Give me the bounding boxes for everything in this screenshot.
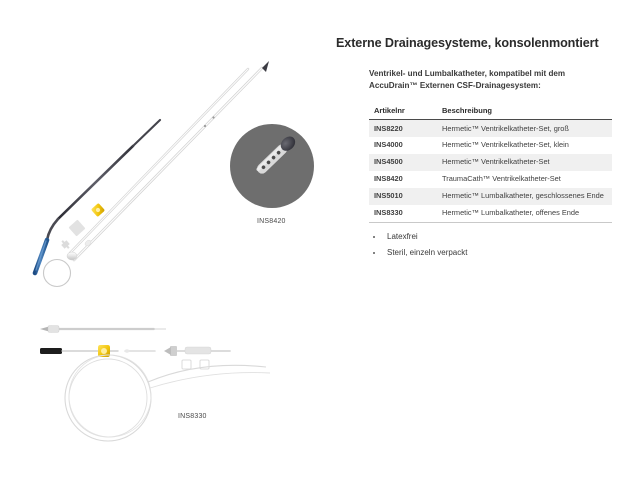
product-illustration-panel: INS8420 <box>32 61 314 442</box>
list-item: Steril, einzeln verpackt <box>369 248 612 258</box>
list-item: Latexfrei <box>369 232 612 242</box>
feature-bullet-list: Latexfrei Steril, einzeln verpackt <box>369 232 612 264</box>
lumbar-catheter-illustration <box>40 325 271 442</box>
ventricular-catheter-illustration <box>32 61 314 288</box>
cell-beschreibung: Hermetic™ Ventrikelkatheter-Set <box>436 153 612 171</box>
catheter-stylet-blue-handle <box>32 118 162 276</box>
table-body: INS8220 Hermetic™ Ventrikelkatheter-Set,… <box>369 119 612 223</box>
cell-artikelnr: INS5010 <box>369 187 436 205</box>
drainage-connector-assembly <box>164 346 231 370</box>
table-row: INS4000 Hermetic™ Ventrikelkatheter-Set,… <box>369 136 612 154</box>
list-item-label: Latexfrei <box>387 232 418 241</box>
cell-artikelnr: INS4500 <box>369 153 436 171</box>
coiled-lumbar-catheter <box>64 354 271 442</box>
subtitle-line-2: AccuDrain™ Externen CSF-Drainagesystem: <box>369 80 541 90</box>
column-header-beschreibung: Beschreibung <box>436 104 612 120</box>
page-title: Externe Drainagesysteme, konsolenmontier… <box>336 36 599 50</box>
table-header-row: Artikelnr Beschreibung <box>369 104 612 120</box>
subtitle-line-1: Ventrikel- und Lumbalkatheter, kompatibe… <box>369 69 566 78</box>
content-column: Externe Drainagesysteme, konsolenmontier… <box>336 36 616 257</box>
table-row: INS8220 Hermetic™ Ventrikelkatheter-Set,… <box>369 119 612 137</box>
section-subtitle: Ventrikel- und Lumbalkatheter, kompatibe… <box>369 68 612 91</box>
catheter-long-middle <box>42 67 250 288</box>
cell-beschreibung: Hermetic™ Ventrikelkatheter-Set, klein <box>436 136 612 154</box>
list-item-label: Steril, einzeln verpackt <box>387 247 468 257</box>
cell-artikelnr: INS4000 <box>369 136 436 154</box>
cell-beschreibung: Hermetic™ Lumbalkatheter, offenes Ende <box>436 204 612 223</box>
catheter-long-rear <box>72 61 269 262</box>
cell-beschreibung: TraumaCath™ Ventrikelkatheter-Set <box>436 170 612 188</box>
tuohy-needle-assembly <box>40 325 166 333</box>
table-row: INS8330 Hermetic™ Lumbalkatheter, offene… <box>369 204 612 223</box>
yellow-luer-connector <box>98 345 110 357</box>
table-row: INS4500 Hermetic™ Ventrikelkatheter-Set <box>369 153 612 171</box>
inline-tubing-segment <box>124 349 156 353</box>
caption-ins8330: INS8330 <box>178 413 207 420</box>
column-header-artikelnr: Artikelnr <box>369 104 436 120</box>
cell-artikelnr: INS8220 <box>369 119 436 137</box>
bullet-dot-icon <box>373 236 376 239</box>
table-row: INS5010 Hermetic™ Lumbalkatheter, geschl… <box>369 187 612 205</box>
cell-artikelnr: INS8330 <box>369 204 436 223</box>
product-catalog-table: Artikelnr Beschreibung INS8220 Hermetic™… <box>369 104 612 223</box>
caption-ins8420: INS8420 <box>257 218 286 225</box>
cell-beschreibung: Hermetic™ Ventrikelkatheter-Set, groß <box>436 119 612 137</box>
tip-detail-magnifier <box>230 124 314 208</box>
cell-artikelnr: INS8420 <box>369 170 436 188</box>
table-header: Artikelnr Beschreibung <box>369 104 612 120</box>
bullet-dot-icon <box>373 251 376 255</box>
table-row: INS8420 TraumaCath™ Ventrikelkatheter-Se… <box>369 170 612 188</box>
accessory-components <box>61 203 105 249</box>
cell-beschreibung: Hermetic™ Lumbalkatheter, geschlossenes … <box>436 187 612 205</box>
